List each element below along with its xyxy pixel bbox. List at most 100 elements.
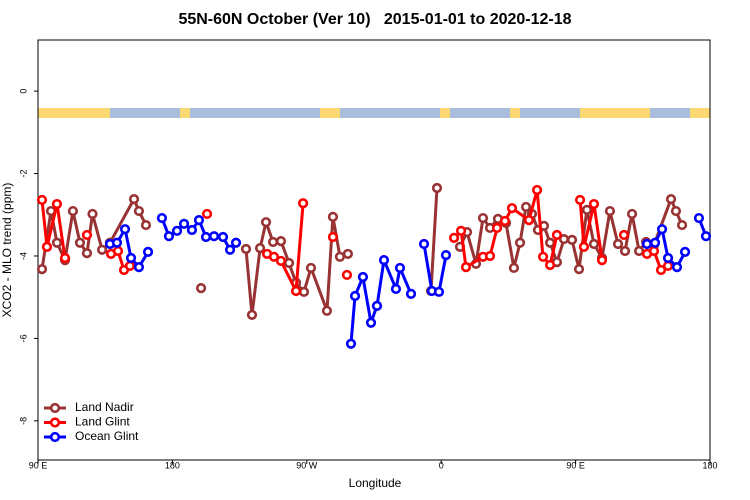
data-point xyxy=(596,254,608,266)
data-point xyxy=(81,247,93,259)
legend-label: Ocean Glint xyxy=(75,429,139,443)
data-point xyxy=(327,231,339,243)
data-point xyxy=(128,193,140,205)
data-point xyxy=(36,194,48,206)
data-point xyxy=(418,238,430,250)
data-point xyxy=(477,212,489,224)
data-point xyxy=(641,238,653,250)
data-point xyxy=(665,193,677,205)
data-point xyxy=(51,237,63,248)
data-point xyxy=(514,237,526,248)
data-point xyxy=(455,225,467,236)
data-point xyxy=(171,225,183,236)
data-point xyxy=(619,245,631,257)
data-point xyxy=(499,215,511,227)
data-point xyxy=(365,317,377,328)
data-point xyxy=(484,250,496,262)
map-strip xyxy=(38,108,710,118)
data-point xyxy=(41,241,53,253)
data-point xyxy=(448,232,460,243)
data-point xyxy=(656,224,668,235)
data-point xyxy=(133,262,145,273)
x-tick-label: 90 E xyxy=(566,460,585,470)
data-point xyxy=(537,251,549,262)
data-point xyxy=(140,219,152,231)
y-tick-label: -8 xyxy=(18,417,28,425)
data-point xyxy=(87,208,98,220)
x-tick-label: 90 E xyxy=(29,460,48,470)
data-point xyxy=(208,231,220,242)
data-point xyxy=(267,236,279,248)
data-point xyxy=(230,237,242,248)
data-point xyxy=(649,237,661,248)
data-point xyxy=(163,231,175,242)
data-point xyxy=(648,245,660,257)
data-point xyxy=(693,212,705,224)
data-point xyxy=(193,215,205,226)
data-point xyxy=(566,234,578,246)
data-point xyxy=(431,182,443,194)
data-point xyxy=(655,264,667,276)
data-point xyxy=(612,238,624,250)
data-point xyxy=(544,259,556,271)
data-point xyxy=(112,245,124,257)
data-point xyxy=(195,283,207,294)
data-point xyxy=(283,257,295,269)
x-axis-label: Longitude xyxy=(349,476,402,490)
y-tick-label: -6 xyxy=(18,334,28,342)
data-point xyxy=(74,237,86,248)
x-tick-label: 180 xyxy=(165,460,180,470)
data-point xyxy=(290,285,302,297)
plot-frame xyxy=(37,39,711,461)
data-point xyxy=(371,300,383,311)
data-point xyxy=(327,211,339,222)
data-point xyxy=(142,246,154,257)
data-point xyxy=(357,271,369,283)
data-point xyxy=(618,229,630,241)
legend-label: Land Nadir xyxy=(75,400,134,414)
data-point xyxy=(275,255,287,267)
data-point xyxy=(670,205,682,217)
data-point xyxy=(224,244,236,255)
data-point xyxy=(349,290,361,302)
chart-title: 55N-60N October (Ver 10) 2015-01-01 to 2… xyxy=(178,11,571,28)
y-tick-label: -4 xyxy=(18,252,28,260)
data-point xyxy=(578,241,590,253)
x-tick-label: 90 W xyxy=(296,460,318,470)
data-point xyxy=(254,243,266,254)
data-point xyxy=(671,262,683,273)
data-point xyxy=(506,203,518,214)
data-point xyxy=(275,236,287,247)
data-point xyxy=(133,205,145,217)
data-point xyxy=(334,251,346,262)
data-point xyxy=(520,201,532,213)
data-point xyxy=(240,243,252,255)
data-point xyxy=(119,224,131,235)
data-point xyxy=(588,198,600,210)
data-point xyxy=(345,338,357,349)
data-point xyxy=(156,212,168,224)
data-point xyxy=(581,204,593,215)
data-point xyxy=(633,245,645,257)
data-point xyxy=(523,215,535,226)
y-tick-label: -2 xyxy=(18,170,28,178)
data-point xyxy=(676,219,688,231)
legend-marker xyxy=(49,417,61,428)
data-point xyxy=(433,286,445,297)
data-point xyxy=(321,305,333,316)
legend-marker xyxy=(49,431,61,443)
data-point xyxy=(111,237,123,248)
data-point xyxy=(679,246,691,257)
data-point xyxy=(217,231,229,243)
x-tick-label: 0 xyxy=(439,460,444,470)
data-point xyxy=(394,262,406,274)
data-point xyxy=(573,264,585,275)
data-point xyxy=(342,248,353,260)
data-point xyxy=(96,244,108,255)
data-point xyxy=(700,231,712,242)
data-point xyxy=(626,208,638,220)
data-point xyxy=(268,251,280,262)
data-point xyxy=(544,237,556,248)
data-point xyxy=(246,309,258,321)
